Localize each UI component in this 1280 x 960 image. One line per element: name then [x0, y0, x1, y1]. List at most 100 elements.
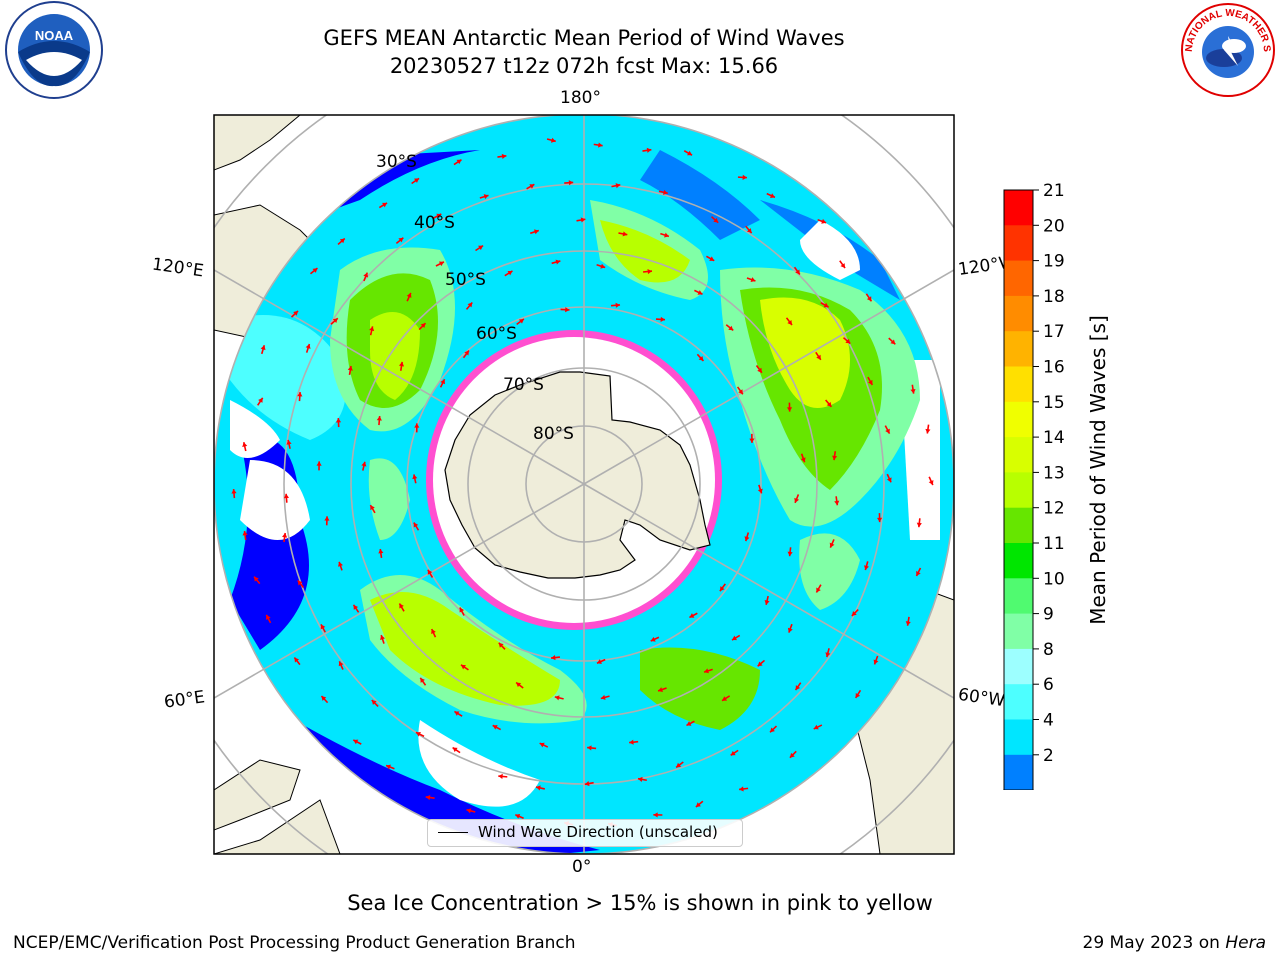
wave-arrow-head	[414, 178, 420, 183]
wave-arrow-head	[320, 624, 326, 630]
wave-arrow-head	[467, 302, 473, 308]
wave-arrow-head	[297, 392, 303, 397]
colorbar-outline	[1003, 189, 1034, 790]
wave-arrow-head	[596, 659, 602, 664]
wave-arrow-head	[757, 488, 763, 494]
antarctic-wave-map	[213, 114, 955, 855]
wave-arrow-head	[376, 416, 382, 421]
lat-label-80s: 80°S	[533, 424, 574, 444]
wave-arrow-head	[816, 354, 821, 360]
wave-arrow-head	[689, 613, 695, 618]
wave-arrow-head	[507, 270, 513, 276]
colorbar-tick-label: 19	[1043, 252, 1065, 272]
nws-logo-icon: NATIONAL WEATHER SERVICE	[1178, 0, 1275, 97]
wave-arrow-head	[787, 551, 793, 557]
wave-arrow-head	[516, 682, 522, 688]
map-legend: Wind Wave Direction (unscaled)	[427, 819, 743, 847]
wave-arrow-head	[498, 642, 504, 648]
wave-arrow-head	[353, 604, 359, 610]
wave-arrow-head	[414, 423, 420, 428]
wave-arrow-head	[697, 290, 703, 295]
wave-arrow-head	[584, 781, 590, 787]
wave-arrow-head	[431, 629, 436, 634]
wave-arrow-head	[787, 627, 793, 633]
wave-arrow-head	[742, 174, 747, 180]
colorbar-band	[1004, 684, 1033, 720]
wave-arrow-head	[622, 231, 628, 237]
wave-arrow-head	[704, 668, 709, 674]
wave-arrow-head	[728, 325, 734, 331]
wave-arrow-head	[695, 802, 701, 808]
wave-arrow-head	[615, 302, 621, 308]
wave-arrow-head	[369, 326, 375, 332]
wave-arrow-head	[916, 522, 922, 528]
wave-arrow-head	[371, 700, 377, 705]
wave-arrow-head	[412, 474, 418, 480]
noaa-logo-text: NOAA	[35, 28, 74, 43]
wave-arrow-head	[361, 461, 367, 467]
colorbar-band	[1004, 613, 1033, 650]
wind-wave-arrows	[231, 137, 934, 828]
colorbar-tick-label: 11	[1043, 534, 1065, 554]
colorbar-tick-label: 9	[1043, 605, 1054, 625]
wave-arrow-head	[321, 696, 327, 701]
wave-arrow-head	[757, 367, 762, 373]
wave-arrow-head	[294, 657, 300, 663]
colorbar-band	[1004, 507, 1033, 544]
colorbar-tick-label: 2	[1043, 746, 1054, 766]
wave-arrow-head	[757, 661, 763, 667]
wave-arrow-head	[866, 296, 872, 302]
wave-arrow-head	[794, 497, 800, 503]
wave-arrow-head	[580, 217, 586, 223]
colorbar-tick-label: 13	[1043, 463, 1065, 483]
wave-arrow-head	[855, 692, 861, 698]
colorbar-tick-label: 12	[1043, 499, 1065, 519]
wave-arrow-head	[312, 268, 318, 273]
wave-arrow-head	[456, 159, 462, 165]
wave-arrow-head	[539, 742, 545, 748]
colorbar-tick-label: 10	[1043, 569, 1065, 589]
lat-label-60s: 60°S	[476, 324, 517, 344]
wave-arrow-head	[460, 664, 466, 670]
wave-arrow-head	[483, 194, 489, 200]
wave-arrow-head	[663, 189, 668, 195]
wave-arrow-head	[459, 607, 465, 613]
wave-arrow-head	[398, 237, 404, 243]
wave-arrow-head	[709, 256, 715, 261]
wave-arrow-head	[713, 217, 719, 223]
footer-date: 29 May 2023 on Hera	[1083, 933, 1267, 953]
wave-arrow-head	[399, 603, 404, 609]
wave-arrow-head	[823, 302, 829, 308]
wave-arrow-head	[466, 808, 472, 814]
wave-arrow-head	[885, 428, 890, 434]
wave-arrow-head	[550, 137, 556, 143]
colorbar-band	[1004, 719, 1033, 756]
wave-arrow-head	[840, 263, 846, 269]
wave-arrow-head	[554, 695, 560, 701]
wave-arrow-head	[353, 739, 359, 745]
wave-arrow-head	[886, 477, 892, 483]
wave-arrow-head	[398, 361, 405, 367]
wave-arrow-head	[905, 621, 911, 626]
wave-arrow-head	[283, 493, 290, 499]
wave-arrow-head	[529, 184, 535, 189]
sea-ice-caption: Sea Ice Concentration > 15% is shown in …	[347, 891, 933, 915]
wave-arrow-head	[286, 439, 292, 445]
wave-arrow-head	[867, 379, 873, 385]
colorbar-band	[1004, 648, 1033, 685]
wave-arrow-head	[660, 316, 665, 322]
wave-arrow-head	[452, 747, 458, 753]
chart-subtitle: 20230527 t12z 072h fcst Max: 15.66	[389, 54, 779, 78]
wave-arrow-head	[653, 812, 658, 818]
wave-arrow-head	[676, 762, 682, 768]
wave-arrow-head	[664, 232, 669, 238]
colorbar-band	[1004, 401, 1033, 438]
lon-label-top: 180°	[560, 88, 601, 108]
wave-arrow-head	[347, 366, 353, 371]
legend-line-swatch	[438, 832, 468, 833]
wave-arrow-head	[731, 635, 737, 641]
map-frame	[213, 114, 955, 855]
wave-arrow-head	[746, 228, 752, 234]
colorbar-tick-label: 15	[1043, 393, 1065, 413]
wave-arrow-head	[518, 319, 524, 324]
